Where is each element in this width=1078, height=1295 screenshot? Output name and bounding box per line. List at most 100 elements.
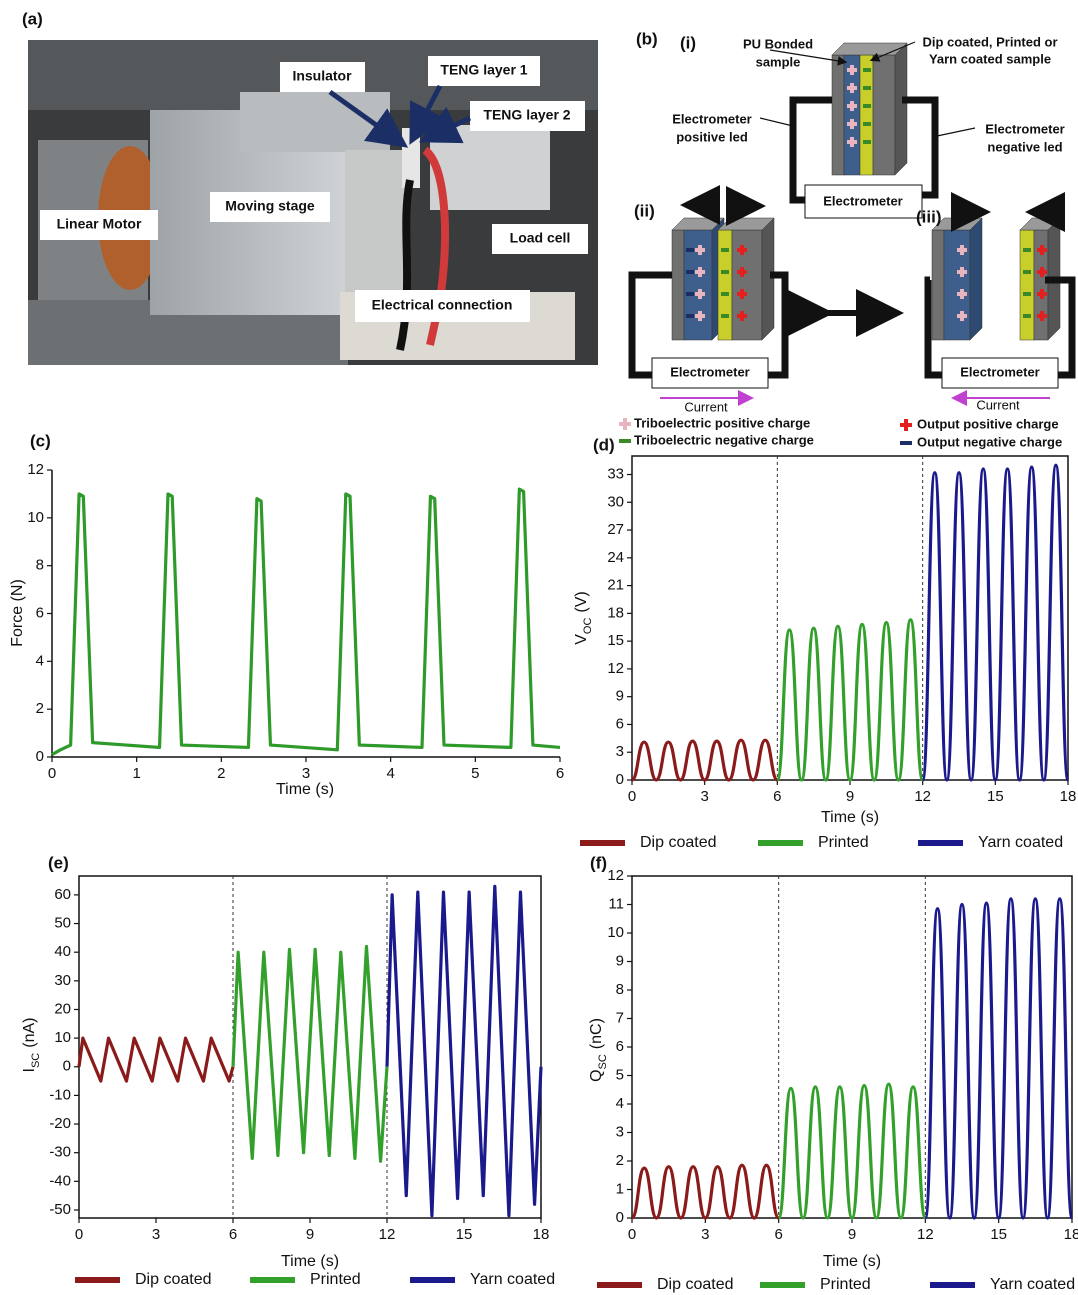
layer: [672, 230, 684, 340]
photo-label: TENG layer 2: [483, 107, 570, 123]
layer: [860, 55, 873, 175]
y-tick-label: 12: [607, 660, 624, 677]
y-axis-label-main: Force (N): [9, 579, 26, 647]
panel-label: (d): [593, 435, 615, 454]
diagram-label: Dip coated, Printed or: [922, 34, 1057, 49]
x-axis-label: Time (s): [276, 781, 334, 798]
photo-label: Moving stage: [225, 198, 315, 214]
panel-label: (f): [590, 853, 607, 872]
slab: [672, 218, 724, 340]
x-tick-label: 3: [152, 1226, 160, 1243]
legend-label: Printed: [820, 1276, 871, 1293]
y-tick-label: 10: [27, 509, 44, 526]
x-tick-label: 3: [701, 1226, 709, 1243]
x-tick-label: 18: [1064, 1226, 1078, 1243]
x-tick-label: 18: [1060, 788, 1077, 805]
layer: [1020, 230, 1034, 340]
subpanel-label: (i): [680, 33, 696, 52]
y-tick-label: 11: [608, 895, 624, 912]
y-tick-label: 20: [54, 1000, 71, 1017]
x-tick-label: 15: [987, 788, 1004, 805]
photo-label: Linear Motor: [57, 216, 142, 232]
slab: [832, 43, 907, 175]
y-tick-label: 24: [607, 549, 624, 566]
y-axis-label-unit: (V): [573, 591, 590, 612]
diagram-label: Electrometer: [672, 111, 751, 126]
slab: [932, 218, 982, 340]
y-tick-label: 40: [54, 943, 71, 960]
y-tick-label: 2: [36, 700, 44, 717]
x-tick-label: 0: [48, 765, 56, 782]
y-tick-label: 0: [616, 1209, 624, 1226]
y-tick-label: 0: [36, 748, 44, 765]
diagram: (i) (ii) (iii) PU Bonded sample Dip coat…: [619, 33, 1072, 449]
y-tick-label: 60: [54, 886, 71, 903]
panel-label: (c): [30, 431, 51, 450]
x-tick-label: 3: [700, 788, 708, 805]
y-axis-label-unit: (nA): [21, 1018, 38, 1048]
x-tick-label: 6: [774, 1226, 782, 1243]
x-tick-label: 6: [229, 1226, 237, 1243]
panel-label: (b): [636, 29, 658, 48]
y-tick-label: 18: [607, 604, 624, 621]
layer: [873, 55, 895, 175]
panel-label: (a): [22, 9, 43, 28]
y-tick-label: 50: [54, 915, 71, 932]
slab: [718, 218, 774, 340]
electrometer-label: Electrometer: [960, 364, 1039, 379]
y-tick-label: -40: [49, 1172, 71, 1189]
legend-label: Printed: [818, 834, 869, 851]
y-tick-label: 5: [616, 1066, 624, 1083]
x-tick-label: 9: [848, 1226, 856, 1243]
y-tick-label: -20: [49, 1115, 71, 1132]
y-tick-label: 0: [63, 1058, 71, 1075]
x-tick-label: 1: [132, 765, 140, 782]
y-axis-label: QSC(nC): [588, 1018, 609, 1082]
layer: [832, 55, 844, 175]
data-line: [632, 1165, 779, 1218]
legend-label: Yarn coated: [470, 1271, 555, 1288]
data-line: [779, 1084, 926, 1218]
diagram-label: PU Bonded: [743, 36, 813, 51]
legend-label: Printed: [310, 1271, 361, 1288]
y-tick-label: 7: [616, 1009, 624, 1026]
x-axis-label: Time (s): [823, 1253, 881, 1270]
diagram-label: Electrometer: [985, 121, 1064, 136]
y-tick-label: 6: [616, 715, 624, 732]
y-tick-label: 30: [54, 972, 71, 989]
data-line: [777, 620, 922, 780]
y-axis-label-sub: SC: [30, 1053, 42, 1068]
legend-label: Dip coated: [657, 1276, 734, 1293]
y-tick-label: 6: [36, 604, 44, 621]
y-axis-label: Force (N): [9, 579, 26, 647]
y-tick-label: -10: [49, 1086, 71, 1103]
x-tick-label: 3: [302, 765, 310, 782]
legend-icon: [900, 419, 912, 431]
data-line: [923, 465, 1068, 780]
y-tick-label: 3: [616, 743, 624, 760]
y-axis-label-sub: OC: [582, 618, 594, 635]
x-tick-label: 6: [556, 765, 564, 782]
y-axis-label-main: Q: [588, 1069, 605, 1081]
y-tick-label: 10: [607, 924, 624, 941]
data-line: [632, 740, 777, 780]
y-tick-label: 12: [607, 867, 624, 884]
legend-label: Yarn coated: [990, 1276, 1075, 1293]
x-tick-label: 0: [628, 788, 636, 805]
diagram-label: Yarn coated sample: [929, 51, 1051, 66]
photo-label: Electrical connection: [372, 297, 513, 313]
legend-label: Dip coated: [640, 834, 717, 851]
legend-label: Triboelectric positive charge: [634, 415, 810, 430]
panel-label: (e): [48, 853, 69, 872]
y-tick-label: 4: [616, 1095, 624, 1112]
y-tick-label: 9: [616, 952, 624, 969]
legend-label: Output negative charge: [917, 434, 1062, 449]
y-axis-label-sub: SC: [597, 1054, 609, 1069]
legend-icon: [619, 418, 631, 430]
y-tick-label: 8: [36, 557, 44, 574]
data-line: [925, 899, 1072, 1218]
x-tick-label: 2: [217, 765, 225, 782]
y-tick-label: 0: [616, 771, 624, 788]
y-axis-label: VOC(V): [573, 591, 594, 645]
y-tick-label: -50: [49, 1201, 71, 1218]
